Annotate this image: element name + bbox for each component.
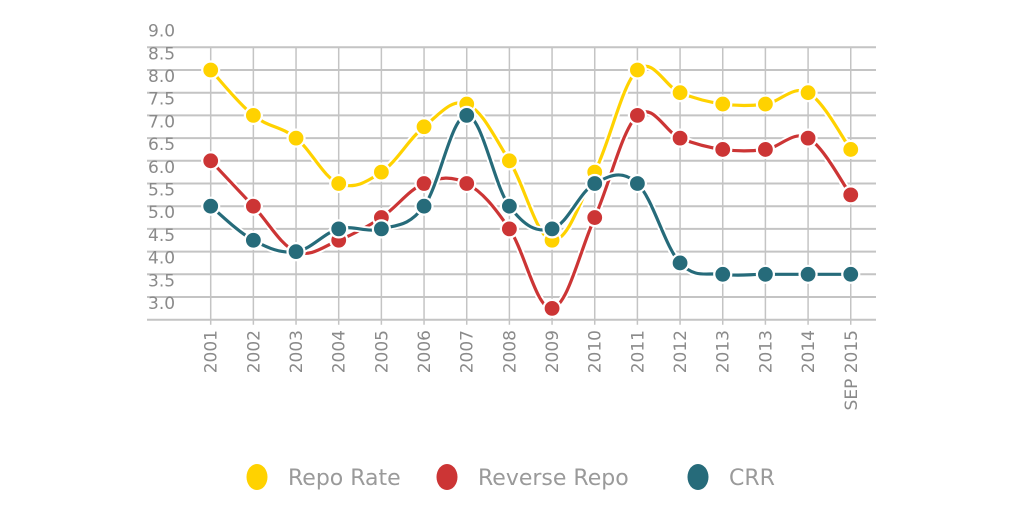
series-lines	[201, 60, 861, 318]
data-point[interactable]	[585, 207, 605, 228]
data-point[interactable]	[499, 219, 519, 239]
x-tick-label: 2002	[244, 330, 264, 373]
data-point[interactable]	[798, 83, 818, 103]
data-point[interactable]	[627, 173, 648, 194]
data-point[interactable]	[457, 105, 477, 126]
data-point[interactable]	[670, 83, 690, 103]
data-point[interactable]	[841, 185, 861, 205]
y-tick-label: 6.0	[148, 158, 175, 178]
data-point[interactable]	[542, 219, 562, 239]
x-tick-label: SEP 2015	[842, 330, 862, 410]
data-point[interactable]	[457, 173, 477, 194]
legend-item[interactable]: Reverse Repo	[436, 464, 629, 491]
series-reverse-repo	[201, 105, 861, 318]
data-point[interactable]	[670, 128, 690, 148]
legend-label: Repo Rate	[288, 466, 401, 491]
legend-swatch	[436, 464, 458, 490]
x-tick-label: 2006	[415, 330, 435, 373]
data-point[interactable]	[798, 264, 818, 284]
data-point[interactable]	[329, 173, 349, 194]
data-point[interactable]	[414, 117, 434, 137]
x-tick-label: 2003	[287, 330, 307, 373]
data-point[interactable]	[713, 94, 733, 114]
y-tick-label: 3.0	[148, 294, 175, 314]
data-point[interactable]	[670, 253, 690, 273]
x-tick-label: 2009	[543, 330, 563, 373]
data-point[interactable]	[201, 196, 221, 216]
x-tick-label: 2004	[330, 330, 350, 373]
data-point[interactable]	[841, 264, 861, 284]
data-point[interactable]	[542, 298, 562, 318]
x-tick-label: 2005	[372, 330, 392, 373]
y-tick-label: 5.0	[148, 203, 175, 223]
x-axis-ticks: 2001 2002 2003 2004 2005 2006 2007 2008 2009 2010…	[202, 330, 862, 410]
legend-swatch	[246, 464, 268, 490]
data-point[interactable]	[755, 264, 776, 284]
x-tick-label: 2007	[458, 330, 478, 373]
x-tick-label: 2001	[202, 330, 222, 373]
data-point[interactable]	[499, 151, 519, 171]
series-line	[209, 113, 851, 277]
data-point[interactable]	[201, 60, 221, 80]
y-tick-label: 3.5	[148, 271, 175, 291]
legend-item[interactable]: Repo Rate	[246, 464, 401, 491]
data-point[interactable]	[713, 264, 733, 284]
y-axis-ticks: 3.0 3.54.0 4.5 5.05.5 6.0 6.5 7.07.5 8.0 8.59.0	[148, 22, 175, 314]
data-point[interactable]	[627, 105, 648, 126]
data-point[interactable]	[627, 60, 648, 80]
data-point[interactable]	[243, 196, 263, 216]
legend-label: Reverse Repo	[478, 466, 629, 491]
y-tick-label: 4.0	[148, 249, 175, 269]
data-point[interactable]	[713, 139, 733, 160]
legend: Repo Rate Reverse Repo CRR	[246, 464, 775, 491]
data-point[interactable]	[371, 162, 391, 182]
y-tick-label: 8.5	[148, 44, 175, 64]
data-point[interactable]	[286, 242, 306, 262]
x-tick-label: 2014	[799, 330, 819, 373]
legend-item[interactable]: CRR	[687, 464, 775, 491]
data-point[interactable]	[243, 105, 263, 126]
y-tick-label: 7.5	[148, 90, 175, 110]
x-tick-label: 2008	[500, 330, 520, 373]
y-tick-label: 7.0	[148, 112, 175, 132]
y-tick-label: 8.0	[148, 67, 175, 87]
data-point[interactable]	[243, 230, 263, 250]
x-tick-label: 2010	[586, 330, 606, 373]
data-point[interactable]	[841, 139, 861, 160]
data-point[interactable]	[371, 219, 391, 239]
data-point[interactable]	[329, 219, 349, 239]
y-tick-label: 9.0	[148, 22, 175, 42]
y-tick-label: 4.5	[148, 226, 175, 246]
series-crr	[201, 105, 861, 284]
data-point[interactable]	[201, 151, 221, 171]
legend-label: CRR	[729, 466, 775, 491]
data-point[interactable]	[755, 94, 776, 114]
x-tick-label: 2013	[756, 330, 776, 373]
x-tick-label: 2011	[628, 330, 648, 373]
data-point[interactable]	[585, 173, 605, 194]
data-point[interactable]	[499, 196, 519, 216]
y-tick-label: 6.5	[148, 135, 175, 155]
data-point[interactable]	[755, 139, 776, 160]
x-tick-label: 2012	[671, 330, 691, 373]
data-point[interactable]	[414, 196, 434, 216]
y-tick-label: 5.5	[148, 181, 175, 201]
x-tick-label: 2013	[714, 330, 734, 373]
legend-swatch	[687, 464, 709, 490]
data-point[interactable]	[798, 128, 818, 148]
data-point[interactable]	[286, 128, 306, 148]
